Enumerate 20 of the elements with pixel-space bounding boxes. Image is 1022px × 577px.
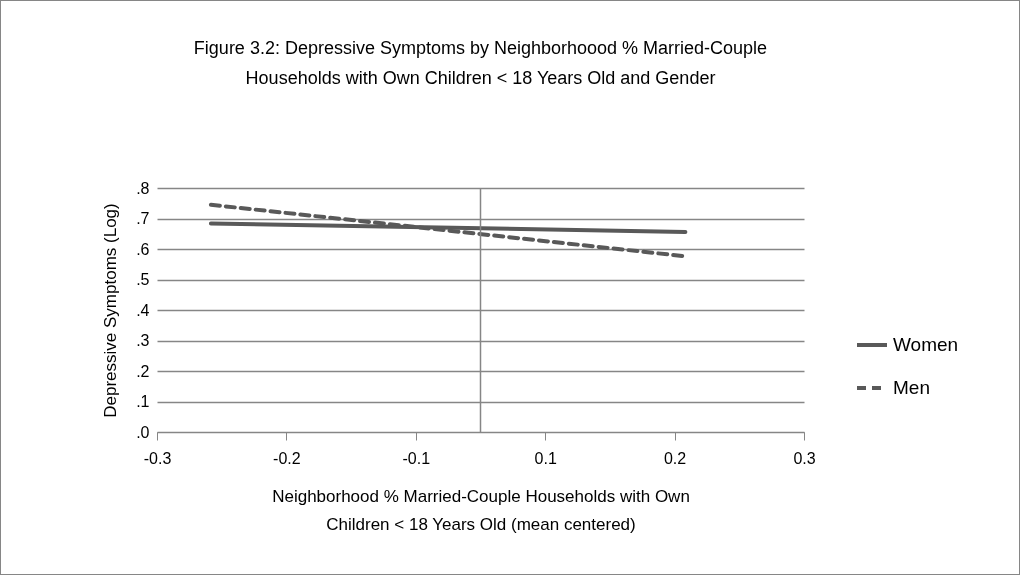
y-axis-title: Depressive Symptoms (Log) — [101, 203, 121, 418]
legend-label: Women — [893, 334, 959, 355]
y-tick-label: .5 — [136, 271, 150, 288]
chart-title: Figure 3.2: Depressive Symptoms by Neighborhoood % Married-Couple Households with Own Children < 18 Years Old and Gender — [193, 38, 768, 88]
y-tick-label: .3 — [136, 332, 150, 349]
y-tick-label: .2 — [136, 362, 150, 380]
legend-label: Men — [893, 377, 930, 398]
x-tick-label: 0.1 — [534, 449, 557, 467]
x-tick-label: -0.3 — [143, 449, 172, 467]
x-tick-label: 0.3 — [793, 449, 816, 467]
y-tick-label: .7 — [136, 210, 150, 227]
y-tick-label: .0 — [136, 423, 150, 441]
y-tick-label: .4 — [136, 301, 150, 319]
x-tick-label: 0.2 — [663, 449, 687, 467]
y-tick-label: .6 — [136, 240, 150, 258]
x-tick-label: -0.2 — [273, 449, 301, 467]
y-tick-label: .8 — [136, 179, 150, 197]
x-tick-label: -0.1 — [402, 449, 431, 467]
y-tick-label: .1 — [136, 393, 150, 410]
x-axis-title: Neighborhood % Married-Couple Households with Own Children < 18 Years Old (mean centered) — [272, 486, 690, 534]
